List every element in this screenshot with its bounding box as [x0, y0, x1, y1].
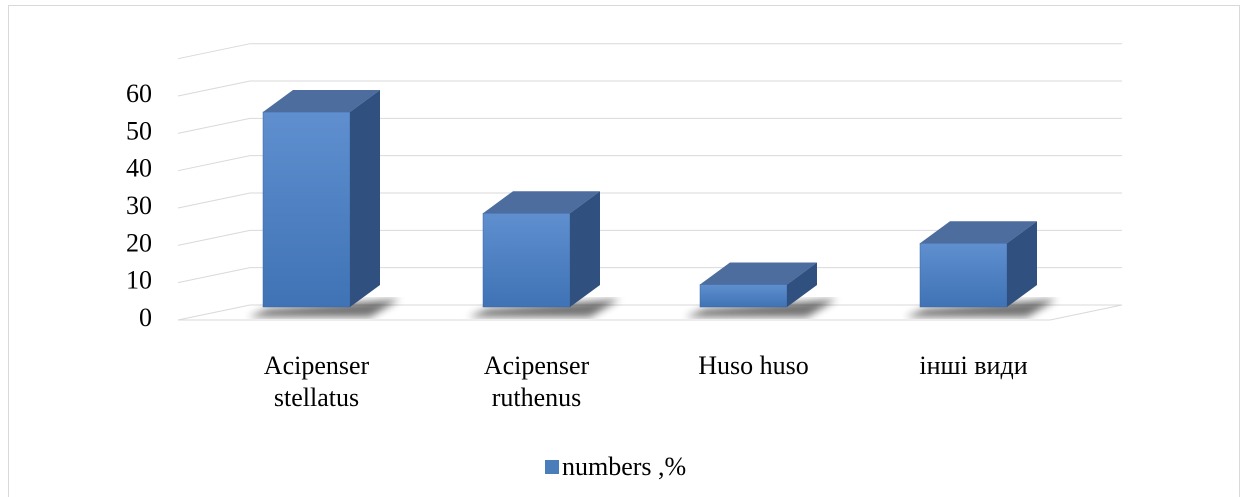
y-tick-label: 20	[126, 228, 152, 257]
bar	[482, 213, 571, 308]
y-tick-label: 10	[126, 266, 152, 295]
y-tick-label: 40	[126, 154, 152, 183]
y-tick-label: 50	[126, 116, 152, 145]
bar-side	[570, 191, 600, 307]
y-tick-label: 0	[139, 303, 152, 332]
legend-swatch	[545, 460, 559, 474]
grid-line	[177, 304, 1122, 321]
x-tick-label: Acipenser ruthenus	[483, 351, 590, 412]
bar-side	[350, 90, 380, 307]
x-tick-label: інші види	[919, 351, 1028, 380]
grid-line	[177, 267, 1122, 284]
legend-label: numbers ,%	[562, 452, 687, 481]
bar	[919, 243, 1008, 308]
grid-line	[177, 229, 1122, 246]
bar-side	[787, 262, 817, 307]
x-tick-label: Huso huso	[698, 351, 809, 380]
bar-side	[1007, 221, 1037, 307]
floor-edge	[1049, 304, 1123, 321]
bar-shadow	[905, 299, 1057, 317]
grid-line	[177, 155, 1122, 172]
x-tick-label: Acipenser stellatus	[263, 351, 370, 412]
grid-line	[177, 192, 1122, 209]
y-tick-label: 60	[126, 79, 152, 108]
y-tick-label: 30	[126, 191, 152, 220]
bar-shadow	[248, 299, 400, 317]
grid-line	[177, 117, 1122, 134]
bar	[262, 111, 351, 308]
bar	[699, 284, 788, 308]
bar-top	[263, 90, 380, 112]
bar-top	[920, 221, 1037, 244]
bar-shadow	[468, 299, 620, 317]
grid-line	[177, 80, 1122, 97]
legend: numbers ,%	[545, 452, 686, 482]
bar-top	[483, 191, 600, 214]
bar-top	[700, 262, 817, 285]
bar-shadow	[685, 299, 837, 317]
wall-edge	[177, 43, 251, 60]
chart-border	[8, 5, 1240, 497]
